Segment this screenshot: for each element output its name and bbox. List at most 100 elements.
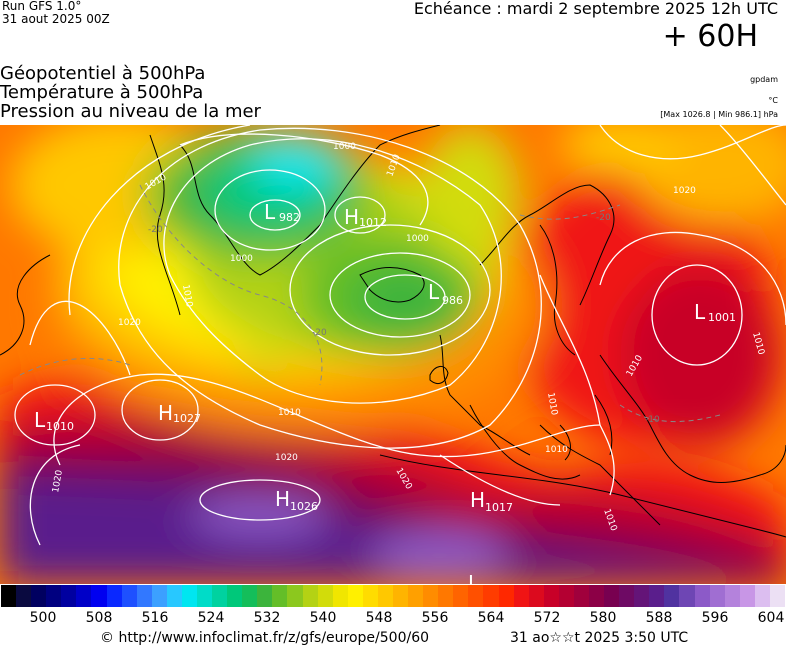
scale-swatch bbox=[197, 585, 213, 607]
center-letter: L bbox=[468, 571, 480, 584]
isobar-label: 1010 bbox=[545, 445, 568, 455]
isobar-label: 1000 bbox=[333, 142, 356, 152]
scale-tick-label: 540 bbox=[309, 610, 337, 626]
scale-swatch bbox=[46, 585, 62, 607]
temperature-isotherms bbox=[19, 184, 721, 422]
scale-swatch bbox=[438, 585, 454, 607]
scale-swatch bbox=[257, 585, 273, 607]
scale-swatch bbox=[91, 585, 108, 607]
scale-tick-label: 532 bbox=[253, 610, 281, 626]
scale-swatch bbox=[604, 585, 620, 607]
scale-swatch bbox=[483, 585, 500, 607]
center-letter: L bbox=[694, 300, 706, 324]
center-value: 982 bbox=[279, 211, 300, 224]
scale-tick-label: 588 bbox=[645, 610, 673, 626]
scale-swatch bbox=[408, 585, 424, 607]
scale-swatch bbox=[619, 585, 635, 607]
center-letter: H bbox=[158, 401, 173, 425]
scale-swatch bbox=[528, 585, 545, 607]
high-center-1026: H 1026 bbox=[275, 487, 318, 513]
scale-swatch bbox=[227, 585, 243, 607]
scale-swatch bbox=[1, 585, 17, 607]
isotherm-label: -20 bbox=[148, 225, 163, 235]
low-center-982: L 982 bbox=[264, 200, 300, 224]
center-value: 1012 bbox=[359, 216, 387, 229]
pressure-range: [Max 1026.8 | Min 986.1] hPa bbox=[660, 110, 778, 119]
scale-swatch bbox=[694, 585, 711, 607]
run-title: Run GFS 1.0° bbox=[2, 0, 82, 13]
scale-swatch bbox=[634, 585, 650, 607]
coastlines bbox=[0, 125, 786, 538]
low-center-partial: L bbox=[468, 571, 480, 584]
scale-tick-label: 580 bbox=[589, 610, 617, 626]
isobar-label: 1000 bbox=[406, 234, 429, 244]
scale-swatch bbox=[31, 585, 47, 607]
scale-swatch bbox=[302, 585, 319, 607]
scale-swatch bbox=[679, 585, 696, 607]
scale-swatch bbox=[453, 585, 469, 607]
low-center-1001: L 1001 bbox=[694, 300, 736, 324]
scale-swatch bbox=[724, 585, 741, 607]
footer-generation-date: 31 ao☆☆t 2025 3:50 UTC bbox=[510, 630, 689, 646]
scale-swatch bbox=[151, 585, 168, 607]
scale-swatch bbox=[272, 585, 288, 607]
scale-tick-label: 508 bbox=[85, 610, 113, 626]
scale-tick-label: 524 bbox=[197, 610, 225, 626]
scale-tick-label: 564 bbox=[477, 610, 505, 626]
center-letter: H bbox=[470, 488, 485, 512]
parameter-pressure: Pression au niveau de la mer bbox=[0, 101, 261, 122]
center-letter: H bbox=[275, 487, 290, 511]
scale-swatch bbox=[347, 585, 364, 607]
scale-swatch bbox=[212, 585, 228, 607]
isobar-label: 1010 bbox=[545, 392, 559, 417]
isotherm-label: -20 bbox=[596, 213, 611, 223]
isotherm-label: -20 bbox=[312, 328, 327, 338]
scale-swatch bbox=[709, 585, 726, 607]
scale-swatch bbox=[136, 585, 153, 607]
high-center-1012: H 1012 bbox=[344, 205, 387, 229]
isobar-label: 1010 bbox=[278, 408, 301, 418]
center-letter: L bbox=[264, 200, 276, 224]
run-date: 31 aout 2025 00Z bbox=[2, 12, 110, 26]
isobar-label: 1010 bbox=[180, 284, 194, 309]
scale-swatch bbox=[423, 585, 439, 607]
parameter-temperature: Température à 500hPa bbox=[0, 82, 204, 103]
parameter-geopotential: Géopotentiel à 500hPa bbox=[0, 63, 206, 84]
center-value: 986 bbox=[442, 294, 463, 307]
temperature-field bbox=[0, 125, 786, 584]
scale-swatch bbox=[61, 585, 77, 607]
unit-temperature: °C bbox=[768, 96, 778, 105]
center-letter: L bbox=[428, 280, 440, 304]
high-center-1027: H 1027 bbox=[158, 401, 201, 425]
scale-swatch bbox=[242, 585, 258, 607]
scale-tick-label: 556 bbox=[421, 610, 449, 626]
scale-tick-label: 548 bbox=[365, 610, 393, 626]
scale-swatch bbox=[468, 585, 484, 607]
center-value: 1001 bbox=[708, 311, 736, 324]
scale-swatch bbox=[121, 585, 138, 607]
center-value: 1010 bbox=[46, 420, 74, 433]
color-scale bbox=[1, 585, 786, 607]
scale-swatch bbox=[513, 585, 530, 607]
scale-swatch bbox=[649, 585, 665, 607]
scale-swatch bbox=[543, 585, 560, 607]
scale-swatch bbox=[664, 585, 680, 607]
scale-swatch bbox=[332, 585, 349, 607]
scale-swatch bbox=[181, 585, 198, 607]
scale-swatch bbox=[558, 585, 575, 607]
weather-map: L 982 H 1012 L 986 L 1001 L 1010 H 1027 … bbox=[0, 125, 786, 584]
scale-swatch bbox=[393, 585, 409, 607]
isobars bbox=[14, 125, 786, 546]
unit-geopotential: gpdam bbox=[750, 75, 778, 84]
scale-tick-label: 500 bbox=[29, 610, 57, 626]
center-value: 1017 bbox=[485, 501, 513, 514]
lead-time: + 60H bbox=[662, 19, 758, 54]
high-center-1017: H 1017 bbox=[470, 488, 513, 514]
isobar-label: 1020 bbox=[275, 453, 298, 463]
scale-tick-label: 604 bbox=[757, 610, 785, 626]
isotherm-label: -10 bbox=[645, 415, 660, 425]
scale-swatch bbox=[754, 585, 771, 607]
scale-tick-label: 516 bbox=[141, 610, 169, 626]
isobar-label: 1020 bbox=[51, 469, 65, 494]
scale-swatch bbox=[76, 585, 92, 607]
